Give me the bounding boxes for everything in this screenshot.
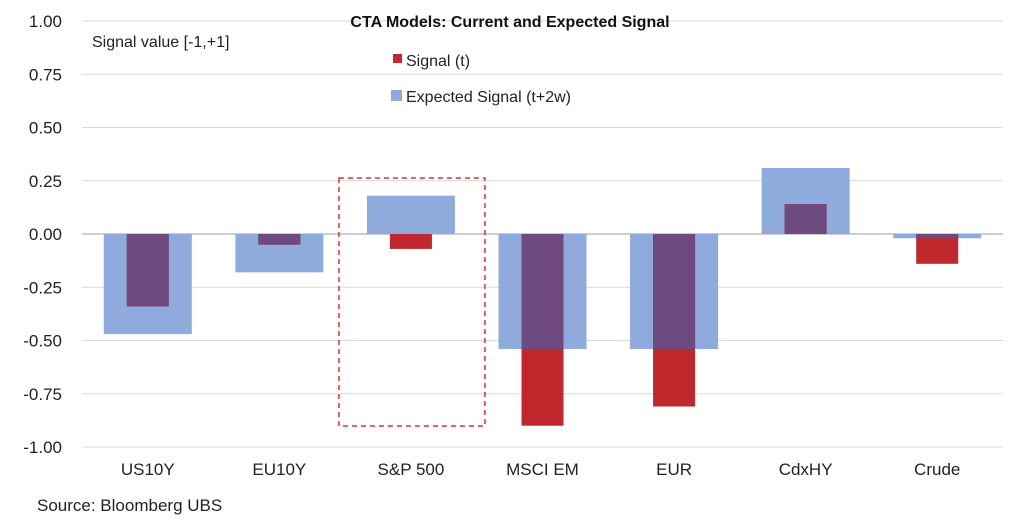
x-category-label: EU10Y: [252, 460, 306, 479]
bar-overlap: [258, 234, 301, 245]
bar-overlap: [126, 234, 169, 307]
legend-label-expected: Expected Signal (t+2w): [406, 89, 571, 106]
legend-swatch-signal: [393, 54, 402, 63]
x-category-label: S&P 500: [378, 460, 445, 479]
y-tick-label: 1.00: [29, 12, 62, 31]
y-tick-label: 0.50: [29, 119, 62, 138]
x-axis-categories: US10Y EU10Y S&P 500 MSCI EM EUR CdxHY Crude: [121, 460, 961, 479]
y-tick-label: 0.25: [29, 172, 62, 191]
bar-signal: [916, 234, 959, 264]
bar-overlap: [784, 204, 827, 234]
y-axis-label: Signal value [-1,+1]: [92, 34, 229, 51]
highlight-box: [338, 177, 486, 427]
x-category-label: CdxHY: [779, 460, 833, 479]
legend-label-signal: Signal (t): [406, 53, 470, 70]
x-category-label: EUR: [656, 460, 692, 479]
bar-expected-signal: [366, 195, 455, 234]
cta-signal-chart: 1.00 0.75 0.50 0.25 0.00 -0.25 -0.50 -0.75 -1.00…: [23, 12, 1003, 479]
y-tick-label: -1.00: [23, 438, 62, 457]
y-tick-label: -0.25: [23, 278, 62, 297]
x-category-label: Crude: [914, 460, 960, 479]
chart-title: CTA Models: Current and Expected Signal: [350, 14, 669, 31]
y-tick-label: 0.00: [29, 225, 62, 244]
y-tick-label: 0.75: [29, 65, 62, 84]
bar-signal: [389, 234, 432, 249]
source-note: Source: Bloomberg UBS: [37, 496, 223, 515]
y-tick-label: -0.50: [23, 332, 62, 351]
y-tick-label: -0.75: [23, 385, 62, 404]
legend: Signal (t) Expected Signal (t+2w): [391, 53, 571, 106]
y-axis-ticks: 1.00 0.75 0.50 0.25 0.00 -0.25 -0.50 -0.75 -1.00: [23, 12, 62, 457]
bar-overlap: [521, 234, 564, 350]
legend-swatch-expected: [391, 90, 402, 101]
x-category-label: MSCI EM: [506, 460, 579, 479]
x-category-label: US10Y: [121, 460, 175, 479]
bar-overlap: [653, 234, 696, 350]
bars: [103, 167, 982, 426]
bar-overlap: [916, 234, 959, 239]
